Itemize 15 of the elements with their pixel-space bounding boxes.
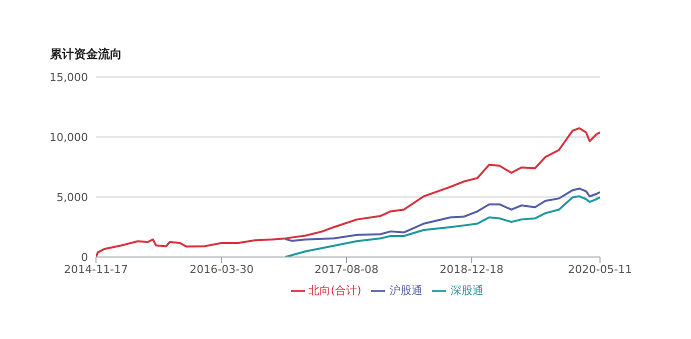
chart-title: 累计资金流向 (50, 46, 122, 63)
y-tick-label: 15,000 (50, 70, 88, 84)
x-tick-label: 2018-12-18 (440, 262, 504, 276)
x-tick-label: 2014-11-17 (64, 262, 128, 276)
legend-label: 深股通 (450, 284, 484, 297)
legend-label: 北向(合计) (308, 284, 362, 297)
line-series (284, 188, 600, 242)
x-tick-label: 2020-05-11 (568, 262, 632, 276)
y-tick-label: 0 (81, 250, 88, 264)
legend-label: 沪股通 (389, 284, 422, 297)
line-series (284, 195, 600, 257)
x-tick-label: 2017-08-08 (314, 262, 378, 276)
x-tick-label: 2016-03-30 (190, 262, 254, 276)
y-tick-label: 10,000 (50, 130, 88, 144)
y-tick-label: 5,000 (56, 190, 88, 204)
